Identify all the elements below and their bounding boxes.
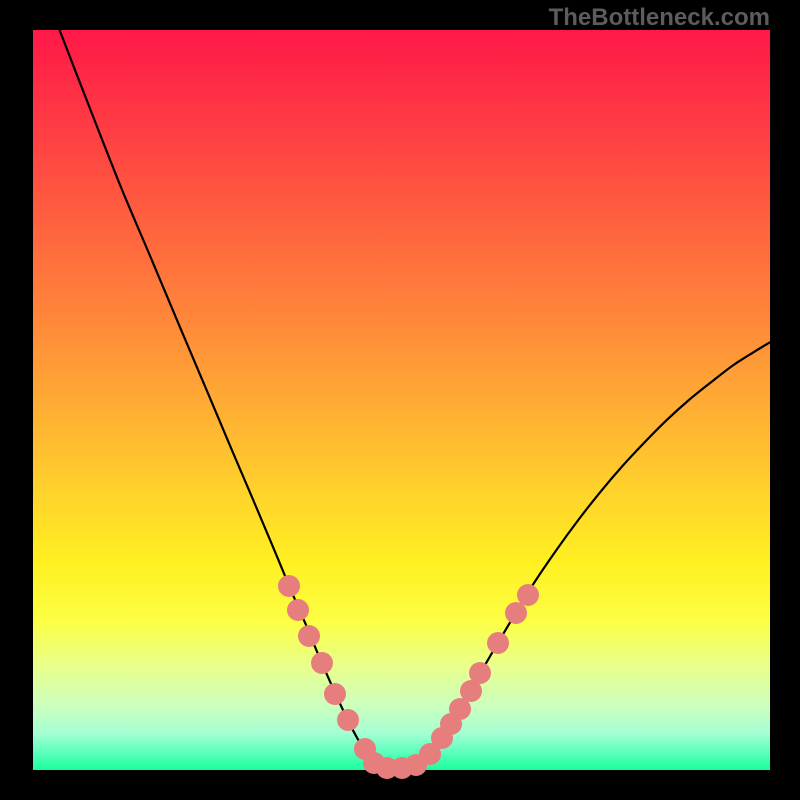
data-marker (324, 683, 346, 705)
data-marker (517, 584, 539, 606)
watermark-label: TheBottleneck.com (549, 4, 770, 32)
data-marker (469, 662, 491, 684)
data-marker (278, 575, 300, 597)
data-marker (311, 652, 333, 674)
data-marker (505, 602, 527, 624)
data-marker (287, 599, 309, 621)
plot-area (33, 30, 770, 770)
data-marker (487, 632, 509, 654)
data-marker (298, 625, 320, 647)
markers-layer (33, 30, 770, 770)
data-marker (337, 709, 359, 731)
